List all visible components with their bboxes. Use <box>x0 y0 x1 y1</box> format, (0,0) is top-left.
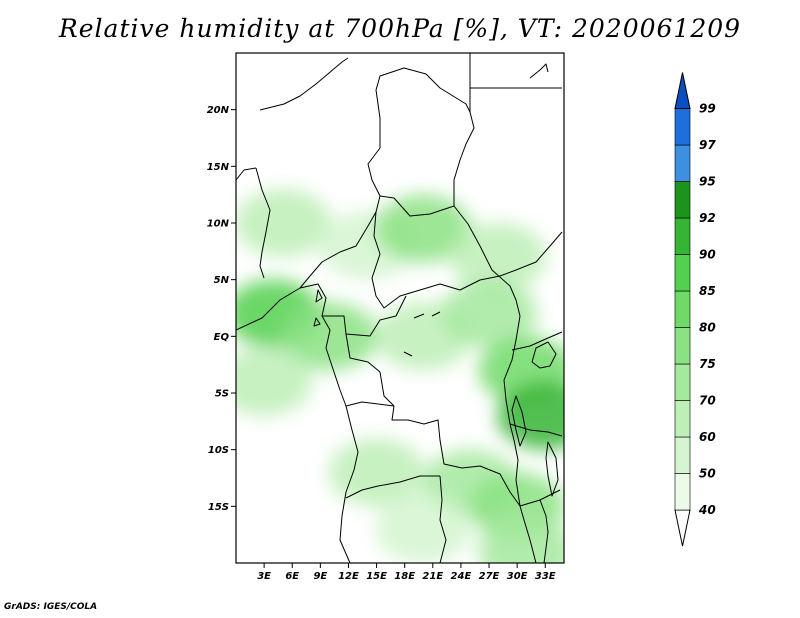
map-frame <box>235 52 565 564</box>
colorbar-segment <box>674 108 691 146</box>
colorbar-segment <box>674 473 691 511</box>
lon-label: 30E <box>507 571 528 582</box>
colorbar-label: 70 <box>699 394 716 408</box>
colorbar-segment <box>674 327 691 365</box>
humidity-blob <box>375 495 472 563</box>
colorbar-label: 50 <box>699 467 716 481</box>
axis-ticks <box>231 109 546 568</box>
latitude-labels: 20N 15N 10N 5N EQ 5S 10S 15S <box>207 105 230 513</box>
colorbar-label: 90 <box>699 248 716 262</box>
humidity-blob <box>450 223 547 291</box>
humidity-blob <box>236 347 313 416</box>
colorbar-label: 95 <box>699 175 716 189</box>
humidity-blob <box>478 517 564 563</box>
humidity-blob <box>328 438 425 507</box>
colorbar-label: 85 <box>699 284 716 298</box>
humidity-field <box>236 189 564 563</box>
map-title: Relative humidity at 700hPa [%], VT: 202… <box>58 14 742 43</box>
lat-label: 5N <box>214 275 230 286</box>
colorbar-segment <box>674 254 691 292</box>
colorbar-segment <box>674 436 691 474</box>
colorbar-high-arrow <box>674 72 691 109</box>
lon-label: 9E <box>313 571 327 582</box>
lat-label: 10N <box>207 219 230 230</box>
lon-label: 21E <box>422 571 443 582</box>
humidity-blob <box>497 381 564 450</box>
colorbar-label: 92 <box>699 211 716 225</box>
lon-label: 6E <box>285 571 299 582</box>
country-borders <box>236 53 563 563</box>
lat-label: 10S <box>208 445 229 456</box>
lat-label: 15S <box>208 502 229 513</box>
lon-label: 18E <box>394 571 415 582</box>
colorbar: 40 50 60 70 75 80 85 90 92 95 97 99 <box>674 72 716 547</box>
colorbar-low-arrow <box>674 509 691 547</box>
colorbar-label: 97 <box>699 138 716 152</box>
lat-label: 15N <box>207 162 230 173</box>
longitude-labels: 3E 6E 9E 12E 15E 18E 21E 24E 27E 30E 33E <box>257 571 556 582</box>
humidity-blob <box>281 302 378 371</box>
colorbar-segment <box>674 217 691 255</box>
colorbar-segment <box>674 181 691 219</box>
lat-label: EQ <box>214 332 230 343</box>
lon-label: 33E <box>535 571 556 582</box>
colorbar-label: 80 <box>699 321 716 335</box>
grads-credit: GrADS: IGES/COLA <box>4 602 98 612</box>
lat-label: 20N <box>207 105 230 116</box>
colorbar-segment <box>674 144 691 182</box>
colorbar-label: 60 <box>699 430 716 444</box>
colorbar-segment <box>674 400 691 438</box>
lon-label: 27E <box>479 571 500 582</box>
colorbar-label: 40 <box>698 503 716 517</box>
humidity-blob <box>375 194 472 263</box>
lon-label: 12E <box>338 571 359 582</box>
lon-label: 15E <box>366 571 387 582</box>
lon-label: 24E <box>451 571 472 582</box>
lat-label: 5S <box>215 389 229 400</box>
colorbar-segment <box>674 290 691 328</box>
humidity-blob <box>236 189 331 257</box>
colorbar-segment <box>674 363 691 401</box>
colorbar-label: 75 <box>699 357 716 371</box>
humidity-blob <box>441 279 538 348</box>
lon-label: 3E <box>257 571 271 582</box>
colorbar-label: 99 <box>699 102 716 116</box>
